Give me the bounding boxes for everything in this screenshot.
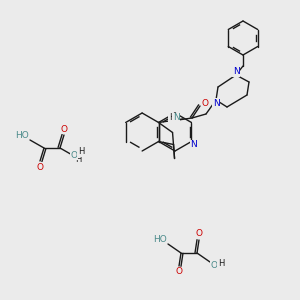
Text: H: H — [75, 155, 81, 164]
Text: O: O — [37, 163, 44, 172]
Text: N: N — [172, 113, 179, 122]
Text: H: H — [218, 259, 224, 268]
Text: O: O — [196, 230, 202, 238]
Text: H: H — [169, 113, 175, 122]
Text: O: O — [176, 268, 182, 277]
Text: N: N — [232, 68, 239, 76]
Text: HO: HO — [15, 131, 29, 140]
Text: N: N — [213, 98, 219, 107]
Text: O: O — [61, 124, 68, 134]
Text: N: N — [190, 140, 197, 149]
Text: H: H — [78, 148, 84, 157]
Text: O: O — [70, 151, 77, 160]
Text: O: O — [211, 262, 218, 271]
Text: O: O — [202, 100, 208, 109]
Text: HO: HO — [153, 235, 167, 244]
